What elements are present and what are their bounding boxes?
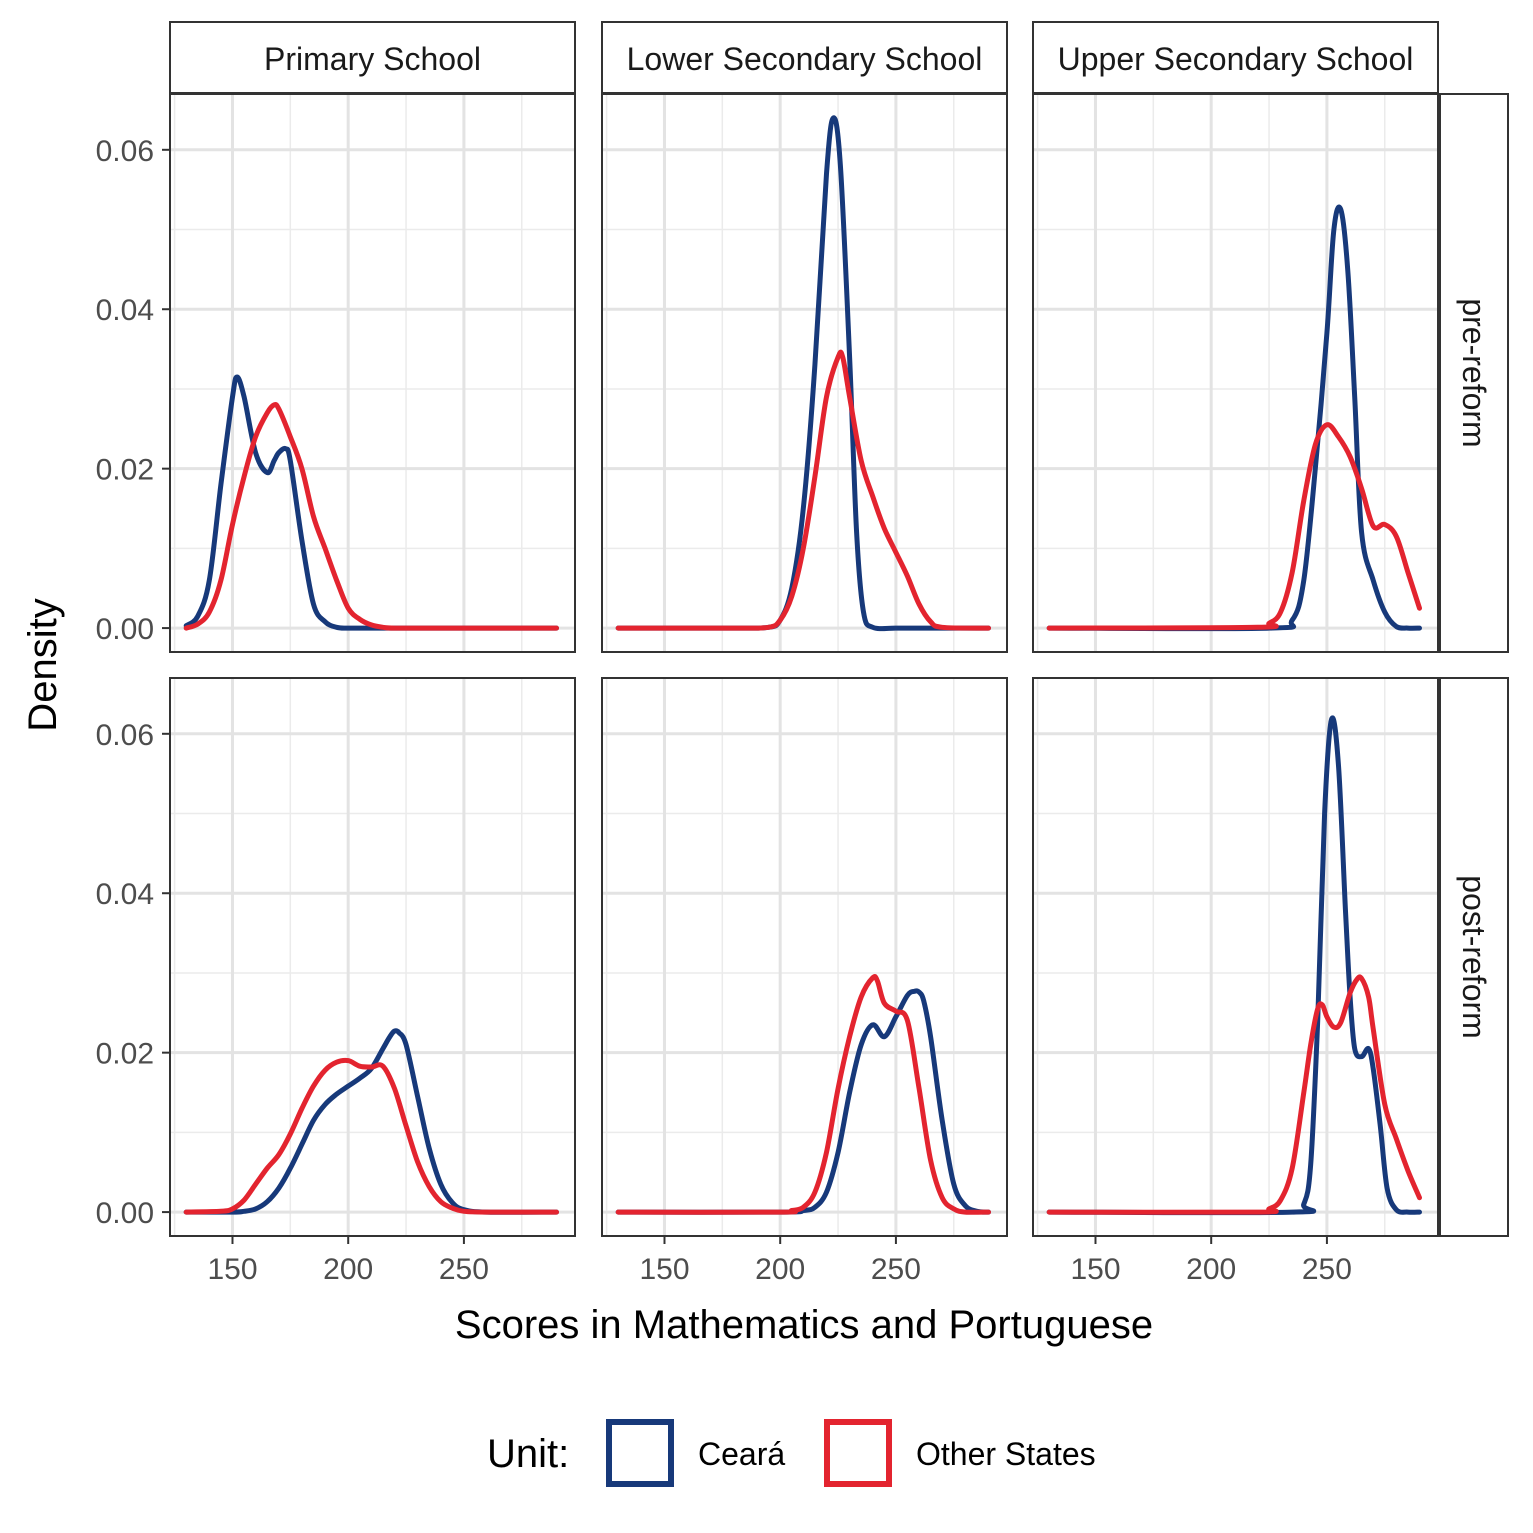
x-tick-label: 150 [1070, 1253, 1120, 1286]
density-line-other-states [1046, 974, 1422, 1215]
panel-background [602, 94, 1007, 652]
y-tick-label: 0.04 [96, 294, 154, 327]
density-line-cear [183, 1028, 559, 1215]
legend-label-ceara: Ceará [698, 1436, 785, 1472]
gridlines [170, 678, 575, 1236]
panels-layer: Primary School Lower Secondary School Uppe… [162, 21, 1509, 1244]
panel-primary-school-post-reform [162, 677, 576, 1244]
panel-lower-secondary-school-pre-reform [601, 93, 1008, 653]
strip-label-upper-secondary-school: Upper Secondary School [1058, 41, 1414, 77]
panel-border [169, 93, 576, 653]
y-tick-label: 0.00 [96, 1197, 154, 1230]
y-tick-labels: 0.00 0.02 0.04 0.06 0.00 0.02 0.04 0.06 [96, 135, 154, 1230]
gridlines [602, 94, 1007, 652]
y-tick-label: 0.06 [96, 135, 154, 168]
density-line-cear [615, 988, 991, 1215]
legend-title: Unit: [487, 1432, 569, 1476]
panel-background [1033, 94, 1438, 652]
x-tick-label: 200 [1186, 1253, 1236, 1286]
panel-border [169, 677, 576, 1237]
x-tick-label: 250 [1302, 1253, 1352, 1286]
x-tick-label: 200 [755, 1253, 805, 1286]
panel-primary-school-pre-reform [162, 93, 576, 653]
panel-lower-secondary-school-post-reform [601, 677, 1008, 1244]
strip-label-primary-school: Primary School [264, 41, 481, 77]
strip-upper-secondary-school [1032, 21, 1439, 94]
y-axis-title: Density [21, 598, 65, 731]
x-tick-label: 200 [323, 1253, 373, 1286]
x-tick-labels: 150 200 250 150 200 250 150 200 250 [207, 1253, 1351, 1286]
legend: Unit: Ceará Other States [487, 1419, 1096, 1487]
panel-border [1032, 677, 1439, 1237]
gridlines [170, 94, 575, 652]
y-tick-label: 0.00 [96, 613, 154, 646]
density-line-cear [1046, 715, 1422, 1216]
panel-border [601, 93, 1008, 653]
strip-label-post-reform: post-reform [1456, 875, 1492, 1039]
density-line-other-states [615, 973, 991, 1215]
density-line-other-states [615, 349, 991, 631]
panel-background [170, 94, 575, 652]
legend-key-other-states [824, 1419, 892, 1487]
density-line-other-states [183, 401, 559, 631]
strip-label-pre-reform: pre-reform [1456, 298, 1492, 447]
y-tick-label: 0.04 [96, 878, 154, 911]
density-line-other-states [183, 1057, 559, 1215]
density-line-other-states [1046, 422, 1422, 631]
strip-primary-school [169, 21, 576, 94]
panel-background [602, 678, 1007, 1236]
gridlines [1033, 94, 1438, 652]
density-line-cear [1046, 204, 1422, 632]
y-tick-label: 0.02 [96, 454, 154, 487]
panel-background [1033, 678, 1438, 1236]
panel-upper-secondary-school-pre-reform [1032, 93, 1439, 653]
x-tick-label: 150 [207, 1253, 257, 1286]
x-tick-label: 150 [639, 1253, 689, 1286]
strip-label-lower-secondary-school: Lower Secondary School [627, 41, 983, 77]
x-tick-label: 250 [439, 1253, 489, 1286]
y-tick-label: 0.02 [96, 1038, 154, 1071]
panel-border [601, 677, 1008, 1237]
legend-label-other-states: Other States [916, 1436, 1096, 1472]
panel-upper-secondary-school-post-reform [1032, 677, 1439, 1244]
legend-key-ceara [606, 1419, 674, 1487]
strip-post-reform [1439, 677, 1509, 1237]
x-axis-title: Scores in Mathematics and Portuguese [455, 1303, 1153, 1347]
strip-pre-reform [1439, 93, 1509, 653]
y-tick-label: 0.06 [96, 719, 154, 752]
strip-lower-secondary-school [601, 21, 1008, 94]
x-tick-label: 250 [871, 1253, 921, 1286]
panel-background [170, 678, 575, 1236]
panel-border [1032, 93, 1439, 653]
